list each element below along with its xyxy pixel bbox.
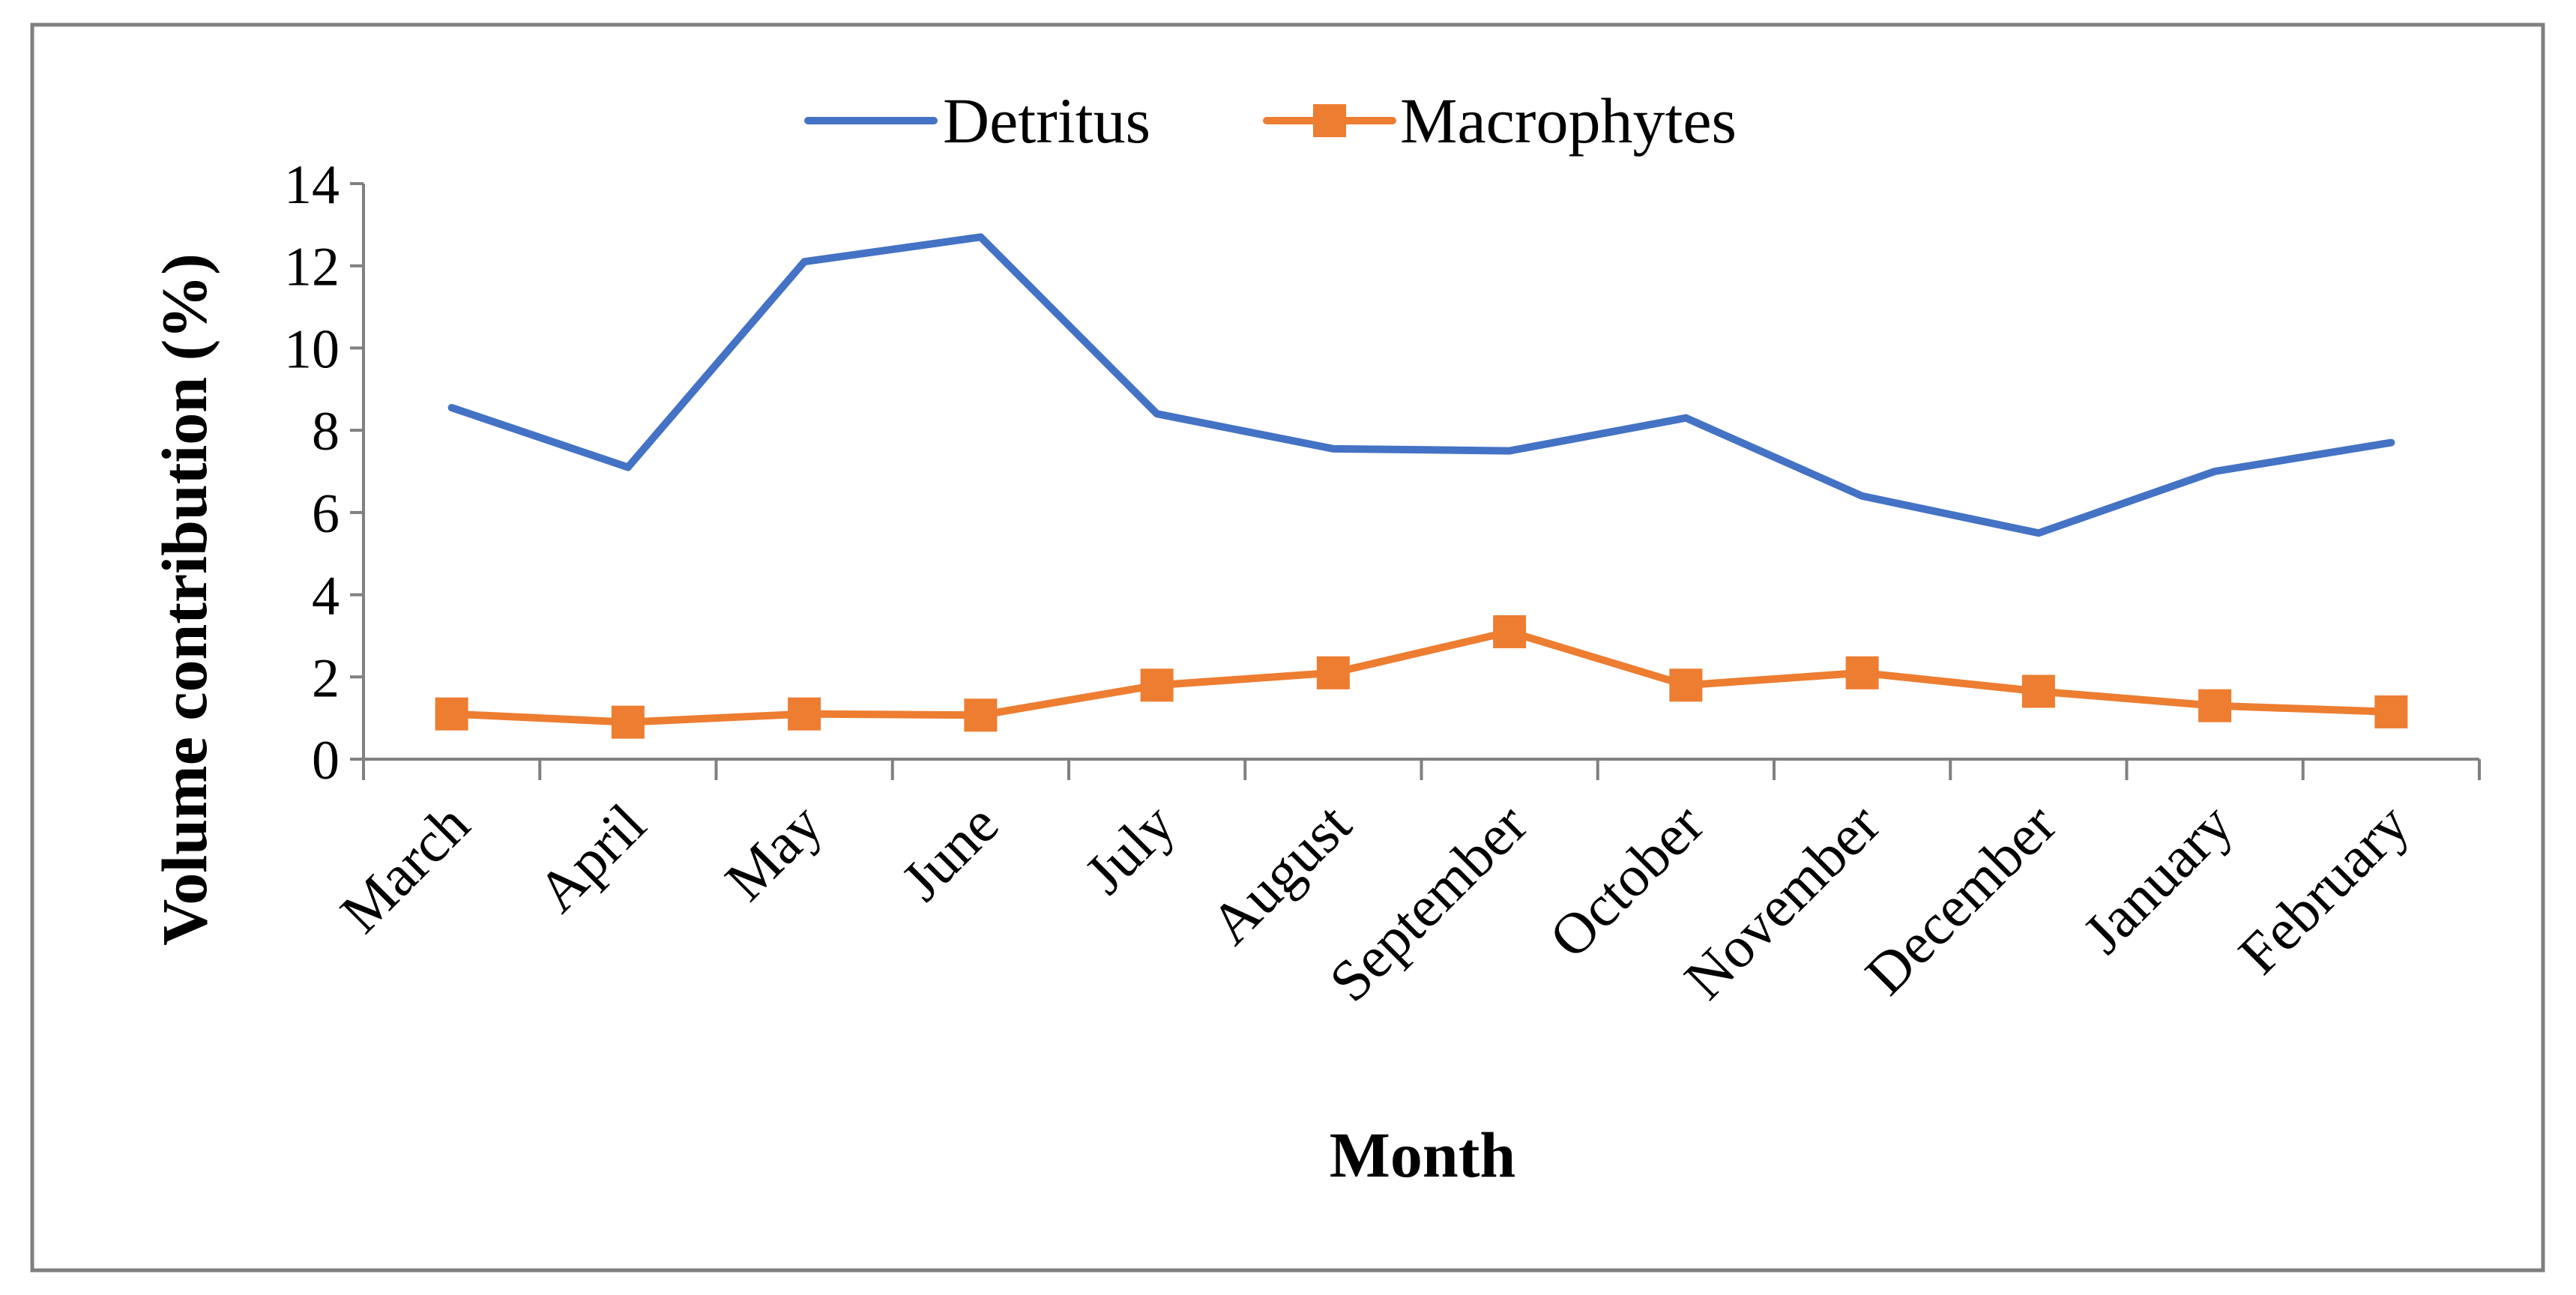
y-tick-label: 0 — [312, 730, 340, 791]
data-point-macrophytes-july — [1140, 668, 1174, 702]
y-axis-title: Volume contribution (%) — [148, 253, 220, 946]
legend-marker-macrophytes — [1313, 104, 1346, 137]
y-tick-label: 8 — [312, 401, 340, 462]
data-point-macrophytes-march — [435, 697, 468, 731]
series-detritus — [447, 233, 2395, 537]
data-point-macrophytes-november — [1845, 656, 1879, 689]
legend-item-macrophytes: Macrophytes — [1263, 85, 1737, 157]
data-point-macrophytes-september — [1493, 615, 1527, 648]
legend-label-detritus: Detritus — [943, 85, 1150, 157]
y-ticks: 0 2 4 6 8 10 12 14 — [284, 154, 364, 791]
data-point-macrophytes-january — [2198, 689, 2232, 722]
y-tick-label: 6 — [312, 483, 340, 545]
y-tick-label: 4 — [312, 566, 340, 627]
series-macrophytes — [435, 615, 2408, 739]
series-layer — [435, 233, 2408, 739]
y-tick-label: 10 — [284, 319, 340, 380]
data-point-macrophytes-april — [611, 705, 645, 739]
data-point-macrophytes-february — [2374, 695, 2408, 728]
series-line-macrophytes — [447, 627, 2395, 726]
y-tick-label: 14 — [284, 154, 340, 216]
data-point-macrophytes-june — [964, 698, 998, 732]
legend-item-detritus: Detritus — [804, 85, 1150, 157]
series-line-detritus — [447, 233, 2395, 537]
data-point-macrophytes-october — [1669, 668, 1703, 702]
legend: Detritus Macrophytes — [804, 85, 1737, 157]
y-tick-label: 2 — [312, 648, 340, 709]
data-point-macrophytes-december — [2021, 674, 2055, 708]
chart-frame — [30, 22, 2545, 1273]
data-point-macrophytes-may — [788, 697, 821, 731]
legend-label-macrophytes: Macrophytes — [1400, 85, 1737, 157]
data-point-macrophytes-august — [1316, 656, 1350, 689]
x-axis-title: Month — [1330, 1119, 1515, 1191]
y-tick-label: 12 — [284, 237, 340, 298]
y-axis: 0 2 4 6 8 10 12 14 — [284, 154, 365, 791]
